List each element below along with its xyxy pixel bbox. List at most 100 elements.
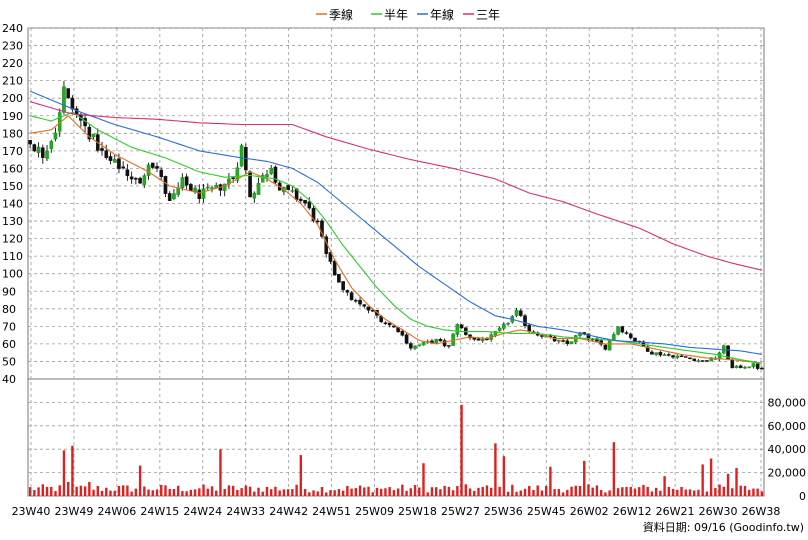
candle-body [654,352,658,355]
price-tick-label: 40 [2,373,16,386]
candle-body [252,192,257,199]
volume-bar [105,487,108,496]
time-tick-label: 26W21 [656,505,695,518]
candle-body [91,133,96,138]
volume-bar [540,490,544,496]
candle-body [239,145,244,167]
volume-bar [168,489,171,496]
volume-bar [219,449,222,496]
candle-body [235,167,240,181]
candle-body [231,177,235,179]
time-tick-label: 25W18 [398,505,437,518]
candle-body [658,351,663,356]
volume-bar [346,485,349,496]
volume-bar [494,443,497,496]
candle-body [480,339,485,341]
volume-bar [54,491,57,496]
candle-body [633,337,637,342]
candle-body [755,363,760,369]
price-tick-label: 90 [2,285,16,298]
volume-bar [583,460,586,496]
candle-body [349,292,354,301]
volume-bar [109,490,112,496]
volume-bar [286,489,290,496]
price-tick-label: 220 [2,57,23,70]
volume-bar [240,488,243,496]
candle-body [442,340,447,347]
candle-body [150,162,155,168]
volume-bar [308,492,311,496]
volume-bar [701,464,704,496]
volume-bar [117,486,121,496]
volume-bar [193,489,197,496]
price-tick-label: 160 [2,162,23,175]
volume-bar [388,487,391,496]
volume-bar [354,488,358,496]
volume-bar [604,492,607,496]
volume-bar [257,487,260,496]
candle-body [121,166,125,169]
volume-bar [62,450,66,496]
volume-bar [523,488,527,496]
volume-bar [265,486,269,496]
volume-bar [28,487,32,496]
candle-body [341,281,345,291]
volume-bar [379,488,383,496]
volume-bar [155,489,159,496]
volume-bar [506,491,510,496]
time-tick-label: 24W15 [140,505,179,518]
volume-bar [409,488,413,496]
candle-body [358,299,362,305]
candle-body [438,339,443,342]
volume-bar [747,489,751,496]
price-tick-label: 210 [2,75,23,88]
volume-bar [536,485,539,496]
volume-bar [58,485,61,496]
candle-body [760,367,764,370]
volume-bar [92,489,95,496]
time-tick-label: 23W40 [12,505,51,518]
volume-bar [325,492,328,496]
volume-bar [625,486,628,496]
volume-bar [375,487,379,496]
volume-bar [587,484,590,496]
volume-bar [485,485,489,496]
volume-tick-label: 20,000 [768,467,807,480]
volume-bar [705,491,709,496]
volume-bar [722,486,726,496]
time-tick-label: 24W24 [183,505,222,518]
volume-bar [401,484,404,496]
volume-bar [299,455,303,496]
candle-body [624,332,629,334]
volume-bar [735,467,738,496]
legend-label: 半年 [384,8,408,22]
volume-bar [489,487,493,496]
candle-body [417,344,422,347]
volume-bar [519,490,522,496]
volume-bar [633,488,637,496]
candle-body [362,304,367,307]
candle-body [607,339,612,351]
volume-bar [371,492,374,496]
candle-body [214,185,219,188]
ma-line-ma_quarter [30,115,762,364]
volume-bar [100,490,104,496]
time-tick-label: 24W33 [226,505,265,518]
time-tick-label: 25W36 [484,505,523,518]
volume-bar [650,491,654,496]
candle-body [518,310,523,316]
volume-bar [160,484,163,496]
volume-bar [638,487,641,496]
volume-bar [181,491,184,496]
volume-bars [28,404,764,496]
price-tick-label: 200 [2,92,23,105]
volume-bar [629,486,632,496]
volume-bar [363,487,366,496]
volume-bar [663,476,666,496]
candle-body [201,188,206,199]
volume-bar [198,488,201,496]
candle-body [700,360,705,362]
volume-bar [75,486,78,496]
candle-body [70,97,75,110]
volume-bar [451,490,455,496]
